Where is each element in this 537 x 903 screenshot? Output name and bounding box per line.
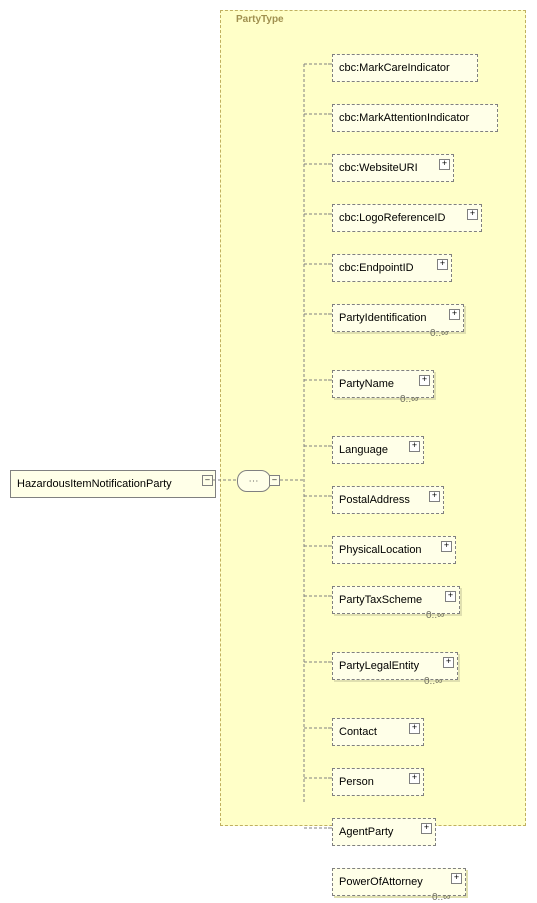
root-label: HazardousItemNotificationParty: [17, 478, 172, 490]
child-person[interactable]: Person +: [332, 768, 424, 796]
child-label: cbc:MarkAttentionIndicator: [339, 112, 469, 124]
expand-icon[interactable]: +: [409, 773, 420, 784]
child-label: Person: [339, 776, 374, 788]
child-cbc-websiteuri[interactable]: cbc:WebsiteURI +: [332, 154, 454, 182]
child-cbc-endpointid[interactable]: cbc:EndpointID +: [332, 254, 452, 282]
sequence-compositor[interactable]: ⋯: [237, 470, 271, 492]
child-label: cbc:WebsiteURI: [339, 162, 418, 174]
expand-icon[interactable]: +: [445, 591, 456, 602]
child-partyname[interactable]: PartyName +: [332, 370, 434, 398]
child-postaladdress[interactable]: PostalAddress +: [332, 486, 444, 514]
child-language[interactable]: Language +: [332, 436, 424, 464]
child-label: PowerOfAttorney: [339, 876, 423, 888]
expand-icon[interactable]: +: [429, 491, 440, 502]
child-cbc-markcareindicator[interactable]: cbc:MarkCareIndicator: [332, 54, 478, 82]
child-label: cbc:EndpointID: [339, 262, 414, 274]
child-label: Contact: [339, 726, 377, 738]
child-label: cbc:LogoReferenceID: [339, 212, 445, 224]
child-label: AgentParty: [339, 826, 393, 838]
expand-icon[interactable]: +: [409, 441, 420, 452]
child-label: PartyIdentification: [339, 312, 426, 324]
child-label: PartyName: [339, 378, 394, 390]
child-label: PostalAddress: [339, 494, 410, 506]
root-hazardous-item-notification-party[interactable]: HazardousItemNotificationParty: [10, 470, 216, 498]
expand-icon[interactable]: +: [419, 375, 430, 386]
child-cbc-logoreferenceid[interactable]: cbc:LogoReferenceID +: [332, 204, 482, 232]
root-expand-toggle[interactable]: –: [202, 475, 213, 486]
child-label: PartyLegalEntity: [339, 660, 419, 672]
sequence-glyph: ⋯: [249, 476, 260, 487]
cardinality-label: 0..∞: [426, 610, 444, 621]
child-agentparty[interactable]: AgentParty +: [332, 818, 436, 846]
expand-icon[interactable]: +: [409, 723, 420, 734]
expand-icon[interactable]: +: [449, 309, 460, 320]
child-label: cbc:MarkCareIndicator: [339, 62, 450, 74]
cardinality-label: 0..∞: [432, 892, 450, 903]
expand-icon[interactable]: +: [443, 657, 454, 668]
seq-expand-glyph: –: [272, 475, 276, 484]
party-type-container: [220, 10, 526, 826]
child-label: PhysicalLocation: [339, 544, 422, 556]
child-cbc-markattentionindicator[interactable]: cbc:MarkAttentionIndicator: [332, 104, 498, 132]
cardinality-label: 0..∞: [424, 676, 442, 687]
cardinality-label: 0..∞: [400, 394, 418, 405]
party-type-label: PartyType: [236, 14, 284, 25]
expand-icon[interactable]: +: [467, 209, 478, 220]
child-label: PartyTaxScheme: [339, 594, 422, 606]
sequence-expand-toggle[interactable]: –: [269, 475, 280, 486]
child-contact[interactable]: Contact +: [332, 718, 424, 746]
expand-icon[interactable]: +: [451, 873, 462, 884]
expand-icon[interactable]: +: [421, 823, 432, 834]
expand-icon[interactable]: +: [437, 259, 448, 270]
child-physicallocation[interactable]: PhysicalLocation +: [332, 536, 456, 564]
expand-icon[interactable]: +: [441, 541, 452, 552]
root-expand-glyph: –: [205, 475, 209, 484]
child-label: Language: [339, 444, 388, 456]
cardinality-label: 0..∞: [430, 328, 448, 339]
expand-icon[interactable]: +: [439, 159, 450, 170]
